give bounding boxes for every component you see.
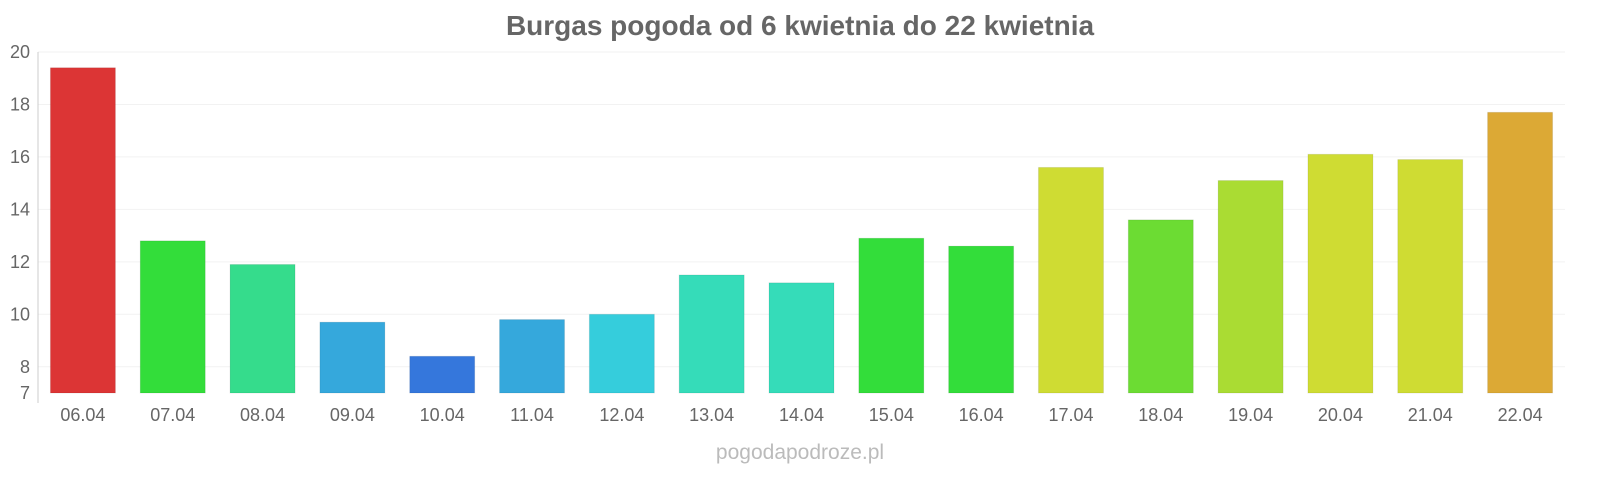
x-tick-label: 09.04	[330, 405, 375, 425]
bar-08.04[interactable]	[229, 263, 296, 394]
bar-17.04[interactable]	[1037, 166, 1104, 394]
x-tick-label: 19.04	[1228, 405, 1273, 425]
bar-20.04[interactable]	[1307, 153, 1374, 394]
y-tick-label: 12	[10, 252, 30, 272]
chart-title: Burgas pogoda od 6 kwietnia do 22 kwietn…	[505, 10, 1095, 41]
y-tick-label: 7	[20, 383, 30, 403]
footer-watermark[interactable]: pogodapodroze.pl	[715, 441, 885, 464]
x-tick-label: 22.04	[1498, 405, 1543, 425]
y-tick-label: 16	[10, 147, 30, 167]
bar-19.04[interactable]	[1217, 180, 1284, 394]
x-tick-label: 06.04	[60, 405, 105, 425]
x-tick-label: 15.04	[869, 405, 914, 425]
bar-21.04[interactable]	[1397, 159, 1464, 394]
y-tick-label: 10	[10, 304, 30, 324]
bar-09.04[interactable]	[319, 321, 386, 394]
bar-15.04[interactable]	[858, 237, 925, 394]
y-tick-label: 20	[10, 42, 30, 62]
x-tick-label: 13.04	[689, 405, 734, 425]
bar-07.04[interactable]	[139, 240, 206, 394]
x-tick-label: 20.04	[1318, 405, 1363, 425]
x-tick-label: 18.04	[1138, 405, 1183, 425]
bar-13.04[interactable]	[678, 274, 745, 394]
x-tick-label: 08.04	[240, 405, 285, 425]
y-tick-label: 18	[10, 94, 30, 114]
x-tick-label: 14.04	[779, 405, 824, 425]
x-tick-label: 21.04	[1408, 405, 1453, 425]
bar-16.04[interactable]	[948, 245, 1015, 394]
y-tick-label: 14	[10, 199, 30, 219]
bar-12.04[interactable]	[588, 313, 655, 394]
x-tick-label: 11.04	[510, 405, 554, 425]
x-tick-label: 17.04	[1048, 405, 1093, 425]
x-tick-label: 16.04	[959, 405, 1004, 425]
bar-14.04[interactable]	[768, 282, 835, 394]
x-tick-label: 07.04	[150, 405, 195, 425]
bar-22.04[interactable]	[1487, 111, 1554, 394]
x-tick-label: 10.04	[420, 405, 465, 425]
x-tick-label: 12.04	[599, 405, 644, 425]
bar-10.04[interactable]	[409, 355, 476, 394]
bar-11.04[interactable]	[499, 319, 566, 394]
bar-18.04[interactable]	[1127, 219, 1194, 394]
bar-06.04[interactable]	[49, 67, 116, 394]
y-tick-label: 8	[20, 357, 30, 377]
